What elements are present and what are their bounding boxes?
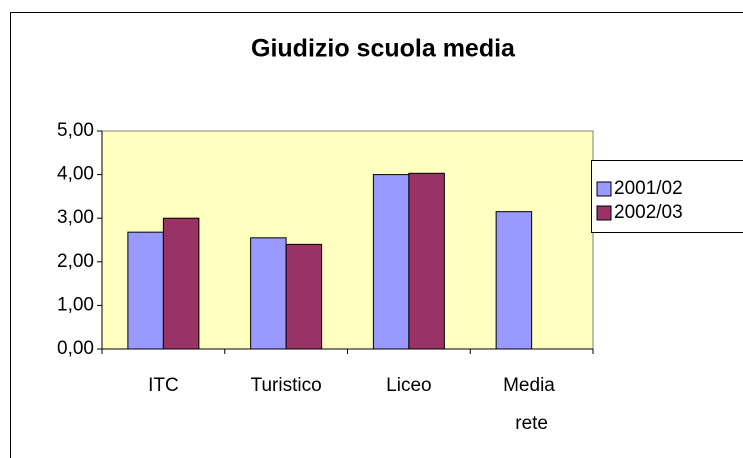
legend-swatch [596, 205, 612, 221]
legend-label: 2001/02 [614, 178, 683, 199]
legend-label: 2002/03 [614, 202, 683, 223]
y-tick-label: 1,00 [57, 294, 94, 315]
bar [495, 211, 533, 350]
bar [285, 243, 323, 350]
bar [127, 231, 164, 350]
x-tick-label: Media rete [503, 375, 560, 434]
bar [250, 237, 287, 350]
x-tick-label: Turistico [251, 375, 322, 396]
bar [372, 174, 410, 350]
legend-box [591, 160, 743, 233]
x-tick-label: Liceo [386, 375, 431, 396]
bar [408, 172, 445, 350]
y-tick-label: 0,00 [57, 338, 94, 359]
bar [162, 217, 200, 350]
y-tick-label: 3,00 [57, 207, 94, 228]
y-tick-label: 2,00 [57, 251, 94, 272]
y-tick-label: 5,00 [57, 120, 94, 141]
x-tick-label: ITC [148, 375, 179, 396]
y-tick-label: 4,00 [57, 164, 94, 185]
legend-swatch [596, 181, 612, 197]
chart-title: Giudizio scuola media [251, 35, 516, 63]
